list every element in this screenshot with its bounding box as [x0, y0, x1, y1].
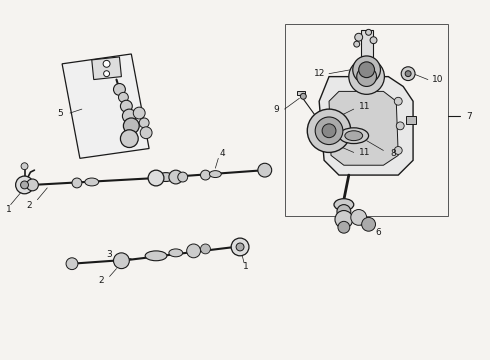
Text: 3: 3 — [107, 250, 112, 259]
Ellipse shape — [158, 172, 174, 181]
Circle shape — [349, 59, 384, 94]
Circle shape — [148, 170, 164, 186]
Circle shape — [307, 109, 351, 152]
Bar — [285, 24, 448, 216]
Circle shape — [187, 244, 200, 258]
Circle shape — [123, 118, 139, 134]
Text: 8: 8 — [391, 149, 396, 158]
Circle shape — [258, 163, 271, 177]
Circle shape — [169, 170, 183, 184]
Circle shape — [396, 122, 404, 130]
Circle shape — [370, 37, 377, 44]
Circle shape — [394, 97, 402, 105]
Circle shape — [300, 93, 306, 99]
Ellipse shape — [209, 171, 221, 177]
Circle shape — [200, 244, 210, 254]
Circle shape — [359, 62, 374, 78]
Text: 4: 4 — [220, 149, 225, 158]
Text: 12: 12 — [314, 69, 325, 78]
Circle shape — [401, 67, 415, 81]
Polygon shape — [62, 54, 149, 158]
Polygon shape — [329, 91, 398, 165]
Circle shape — [21, 163, 28, 170]
Circle shape — [315, 117, 343, 145]
Circle shape — [236, 243, 244, 251]
Bar — [361, 30, 372, 80]
Circle shape — [353, 56, 380, 84]
Circle shape — [362, 217, 375, 231]
Text: 5: 5 — [57, 109, 63, 118]
Circle shape — [149, 171, 163, 185]
Text: 11: 11 — [359, 102, 370, 111]
Circle shape — [322, 124, 336, 138]
Circle shape — [133, 107, 145, 119]
Circle shape — [16, 176, 33, 194]
Circle shape — [178, 172, 188, 182]
Circle shape — [337, 204, 351, 219]
Circle shape — [21, 181, 28, 189]
Ellipse shape — [85, 178, 98, 186]
Circle shape — [355, 33, 363, 41]
Circle shape — [351, 210, 367, 225]
Circle shape — [231, 238, 249, 256]
Circle shape — [122, 109, 136, 123]
Circle shape — [200, 170, 210, 180]
Circle shape — [366, 30, 371, 35]
Circle shape — [114, 253, 129, 269]
Polygon shape — [92, 57, 122, 80]
Circle shape — [114, 84, 125, 95]
Text: 1: 1 — [6, 205, 12, 214]
Ellipse shape — [145, 251, 167, 261]
Circle shape — [121, 130, 138, 148]
Text: 2: 2 — [26, 201, 32, 210]
Circle shape — [103, 60, 110, 67]
Circle shape — [140, 127, 152, 139]
Circle shape — [354, 41, 360, 47]
Circle shape — [139, 118, 149, 128]
Circle shape — [338, 221, 350, 233]
Bar — [406, 116, 416, 124]
Text: 11: 11 — [359, 148, 370, 157]
Circle shape — [335, 211, 353, 228]
Text: 1: 1 — [243, 262, 249, 271]
Text: 7: 7 — [466, 112, 472, 121]
Circle shape — [357, 67, 376, 86]
Circle shape — [121, 100, 132, 112]
Ellipse shape — [169, 249, 183, 257]
Ellipse shape — [345, 131, 363, 141]
Ellipse shape — [339, 128, 368, 144]
Circle shape — [66, 258, 78, 270]
Circle shape — [405, 71, 411, 77]
Ellipse shape — [334, 199, 354, 211]
Bar — [297, 91, 305, 95]
Circle shape — [394, 147, 402, 154]
Text: 9: 9 — [274, 105, 279, 114]
Text: 2: 2 — [99, 276, 104, 285]
Circle shape — [103, 71, 110, 77]
Circle shape — [26, 179, 38, 191]
Text: 10: 10 — [432, 75, 443, 84]
Circle shape — [72, 178, 82, 188]
Polygon shape — [319, 77, 413, 175]
Text: 6: 6 — [376, 228, 381, 237]
Circle shape — [119, 93, 128, 102]
